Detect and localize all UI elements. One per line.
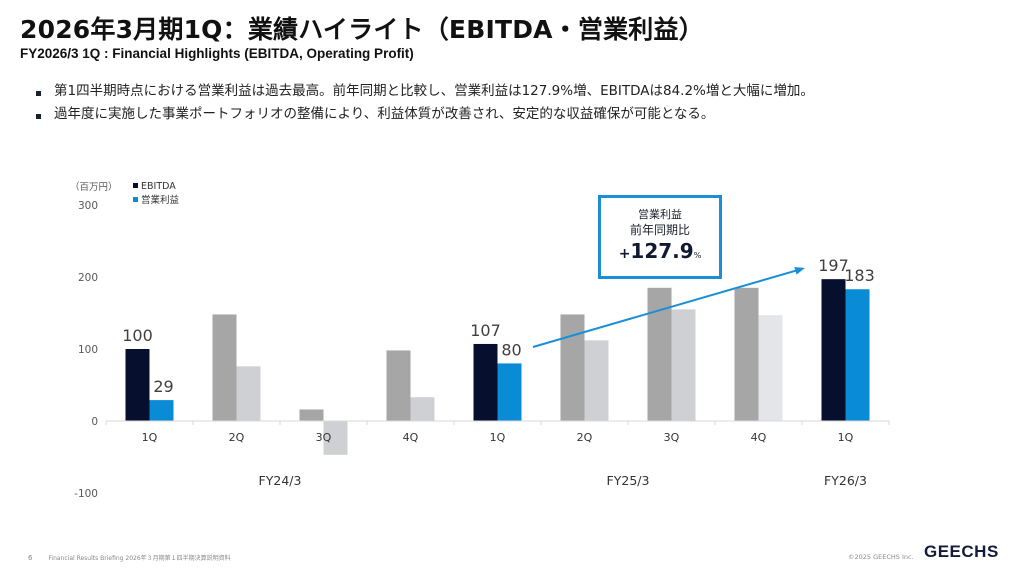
bar-ebitda	[386, 350, 411, 421]
bullet-item: 第1四半期時点における営業利益は過去最高。前年同期と比較し、営業利益は127.9…	[36, 80, 814, 103]
y-tick-label: 200	[78, 272, 98, 284]
data-label-op-profit: 29	[153, 377, 173, 396]
highlight-bullets: 第1四半期時点における営業利益は過去最高。前年同期と比較し、営業利益は127.9…	[36, 80, 814, 126]
bar-ebitda	[473, 343, 498, 421]
arrow-shaft	[532, 269, 798, 348]
page-subtitle: FY2026/3 1Q : Financial Highlights (EBIT…	[20, 46, 414, 61]
callout-number: 127.9	[630, 239, 694, 263]
bar-op-profit	[410, 397, 435, 421]
bar-ebitda	[212, 314, 237, 421]
bar-op-profit	[323, 421, 348, 455]
x-tick-label: 4Q	[403, 431, 419, 444]
callout-subtitle: 前年同期比	[629, 223, 690, 237]
data-label-ebitda: 100	[122, 326, 153, 345]
x-tick-label: 3Q	[316, 431, 332, 444]
bar-op-profit	[845, 289, 870, 421]
legend-label-op-profit: 営業利益	[141, 194, 180, 206]
data-label-ebitda: 107	[470, 321, 501, 340]
x-tick-label: 1Q	[838, 431, 854, 444]
legend-swatch-ebitda	[133, 183, 138, 188]
growth-arrow	[532, 266, 805, 348]
legend-label-ebitda: EBITDA	[141, 181, 176, 192]
bar-op-profit	[758, 315, 783, 421]
x-tick-label: 1Q	[142, 431, 158, 444]
fiscal-year-label: FY24/3	[259, 473, 302, 488]
page-title: 2026年3月期1Q：業績ハイライト（EBITDA・営業利益）	[20, 15, 704, 44]
bullet-square-icon	[36, 114, 41, 119]
bar-op-profit	[149, 400, 174, 421]
bar-op-profit	[671, 309, 696, 421]
fiscal-year-label: FY26/3	[824, 473, 867, 488]
x-tick-label: 4Q	[751, 431, 767, 444]
callout-unit: %	[693, 251, 702, 260]
yoy-callout-box: 営業利益 前年同期比 +127.9%	[598, 195, 722, 279]
category-labels: 1Q 2Q 3Q 4Q 1Q 2Q 3Q 4Q 1Q	[142, 431, 854, 444]
bar-op-profit	[497, 363, 522, 421]
x-tick-label: 2Q	[229, 431, 245, 444]
legend-swatch-op-profit	[133, 197, 138, 202]
callout-sign: +	[618, 246, 631, 262]
x-tick-label: 1Q	[490, 431, 506, 444]
y-tick-label: 100	[78, 344, 98, 356]
y-axis: 300 200 100 0 -100	[74, 200, 98, 500]
bar-ebitda	[125, 349, 150, 421]
bar-op-profit	[236, 366, 261, 421]
y-tick-label: -100	[74, 488, 98, 500]
footer-doc-info: 6 Financial Results Briefing 2026年３月期第１四…	[28, 553, 231, 562]
x-axis	[105, 420, 890, 425]
data-label-ebitda: 197	[818, 256, 849, 275]
bar-ebitda	[299, 409, 324, 421]
bars	[125, 279, 870, 455]
y-tick-label: 300	[78, 200, 98, 212]
page-number: 6	[28, 554, 33, 562]
data-labels: 100 107 197 29 80 183	[122, 256, 875, 396]
bar-ebitda	[560, 314, 585, 421]
company-logo: GEECHS	[924, 542, 999, 561]
x-tick-label: 3Q	[664, 431, 680, 444]
footer-doc-title: Financial Results Briefing 2026年３月期第１四半期…	[48, 555, 231, 562]
fiscal-year-label: FY25/3	[607, 473, 650, 488]
unit-label: （百万円）	[70, 181, 118, 193]
arrow-head-icon	[794, 266, 805, 275]
bar-ebitda	[821, 279, 846, 421]
x-tick-label: 2Q	[577, 431, 593, 444]
callout-value: +127.9%	[601, 238, 719, 269]
callout-title: 営業利益	[638, 208, 682, 221]
y-tick-label: 0	[91, 416, 98, 428]
bullet-text: 第1四半期時点における営業利益は過去最高。前年同期と比較し、営業利益は127.9…	[54, 83, 814, 99]
chart-legend: （百万円） EBITDA 営業利益	[70, 181, 180, 206]
bullet-text: 過年度に実施した事業ポートフォリオの整備により、利益体質が改善され、安定的な収益…	[54, 106, 715, 122]
bullet-square-icon	[36, 91, 41, 96]
bar-ebitda	[734, 287, 759, 421]
bar-op-profit	[584, 340, 609, 421]
bullet-item: 過年度に実施した事業ポートフォリオの整備により、利益体質が改善され、安定的な収益…	[36, 103, 814, 126]
fiscal-year-labels: FY24/3 FY25/3 FY26/3	[259, 473, 867, 488]
data-label-op-profit: 183	[844, 266, 875, 285]
copyright: ©2025 GEECHS Inc.	[848, 553, 914, 561]
data-label-op-profit: 80	[501, 340, 521, 359]
